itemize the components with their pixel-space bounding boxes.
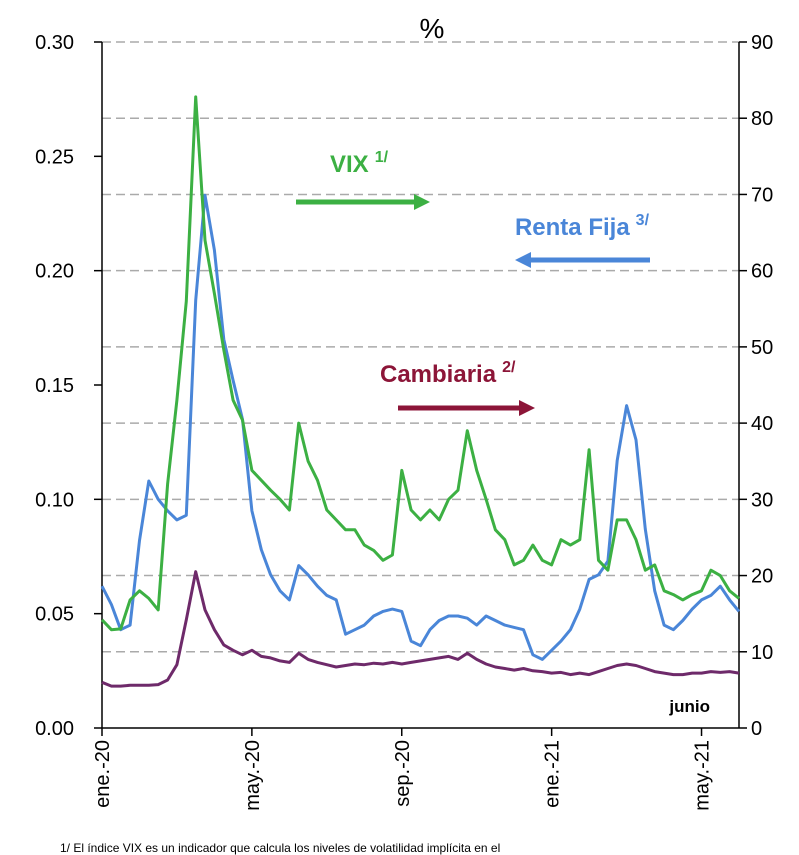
y2-tick-label: 80 [751, 108, 773, 130]
y2-tick-label: 60 [751, 261, 773, 283]
annotation-sup: 1/ [375, 149, 389, 166]
annotation-arrowhead [414, 194, 430, 210]
y-tick-label: 0.15 [35, 375, 74, 397]
x-tick-label: may.-20 [242, 740, 264, 811]
annotation-name: Renta Fija [515, 214, 630, 241]
y-tick-label: 0.10 [35, 489, 74, 511]
y2-tick-label: 50 [751, 337, 773, 359]
series-line [100, 193, 741, 661]
y-tick-label: 0.00 [35, 718, 74, 740]
chart-title: % [420, 13, 445, 44]
x-tick-label: ene.-21 [542, 740, 564, 808]
x-tick-label: ene.-20 [92, 740, 114, 808]
x-tick-label: sep.-20 [392, 740, 414, 807]
annotation-sup: 2/ [502, 359, 516, 376]
footnote: 1/ El índice VIX es un indicador que cal… [60, 841, 500, 855]
y-tick-label: 0.30 [35, 32, 74, 54]
y-tick-label: 0.05 [35, 604, 74, 626]
y2-tick-label: 0 [751, 718, 762, 740]
annotation-arrowhead [515, 252, 531, 268]
y2-tick-label: 20 [751, 566, 773, 588]
x-tick-label: may.-21 [692, 740, 714, 811]
y2-tick-label: 10 [751, 642, 773, 664]
series-line [100, 95, 740, 632]
annotation-label: Cambiaria 2/ [380, 359, 516, 388]
annotation-label: Renta Fija 3/ [515, 212, 650, 241]
y2-tick-label: 30 [751, 489, 773, 511]
annotation-name: Cambiaria [380, 361, 497, 388]
y2-tick-label: 90 [751, 32, 773, 54]
annotation-arrowhead [519, 400, 535, 416]
series-line [101, 570, 740, 688]
annotation-name: VIX [330, 151, 369, 178]
annotation-sup: 3/ [636, 212, 650, 229]
y2-tick-label: 40 [751, 413, 773, 435]
y-tick-label: 0.25 [35, 146, 74, 168]
y2-tick-label: 70 [751, 184, 773, 206]
annotation-label: VIX 1/ [330, 149, 389, 178]
note: junio [668, 697, 710, 716]
y-tick-label: 0.20 [35, 261, 74, 283]
